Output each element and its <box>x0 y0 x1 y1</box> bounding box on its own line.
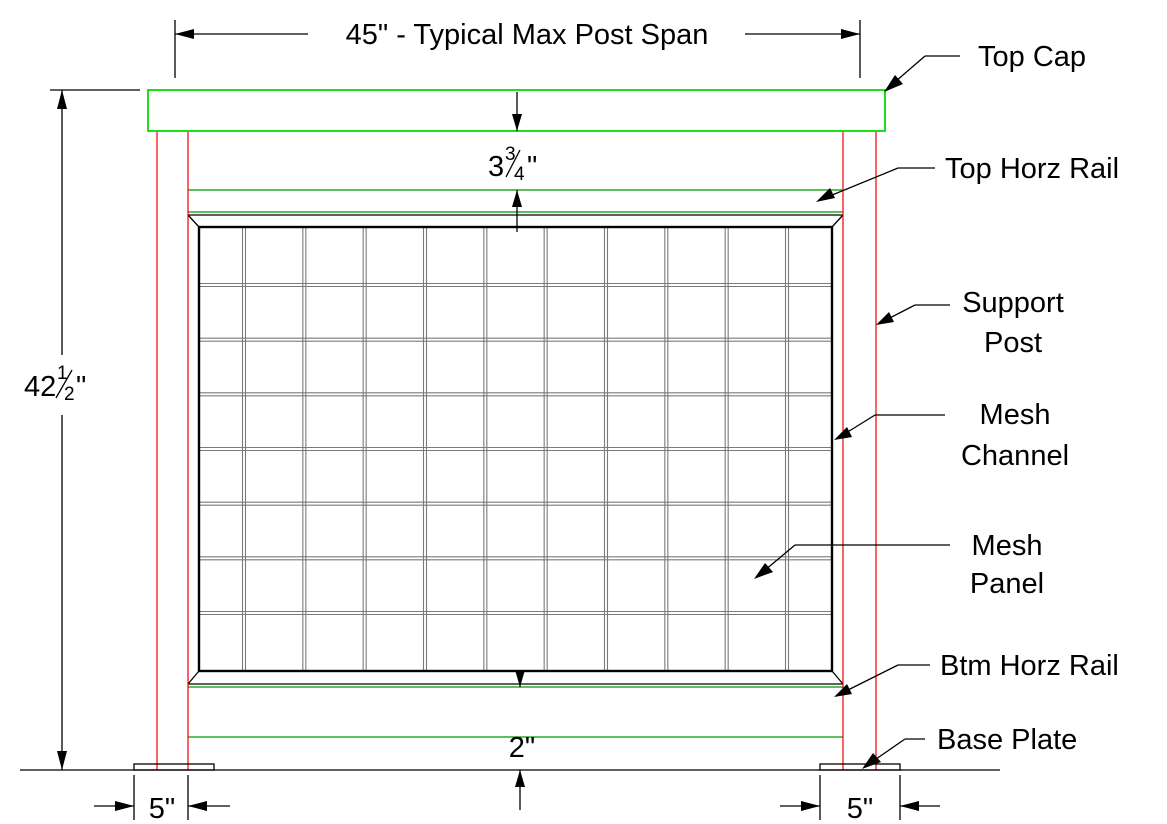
mesh-panel-label-line1: Mesh <box>972 530 1043 562</box>
top-horz-rail <box>188 189 843 213</box>
mesh-channel-label-line1: Mesh <box>980 399 1051 431</box>
support-post-label-line2: Post <box>984 327 1042 359</box>
mesh-channel-label-line2: Channel <box>961 440 1069 472</box>
left-post-width-text: 5" <box>149 793 175 824</box>
btm-horz-rail <box>188 686 843 738</box>
cap-gap-dimension: 3 3 4 " <box>488 92 537 232</box>
top-horz-rail-label: Top Horz Rail <box>945 153 1119 185</box>
left-base-plate <box>133 763 215 771</box>
mesh-panel-callout: Mesh Panel <box>754 530 1044 600</box>
top-cap-label: Top Cap <box>978 41 1086 73</box>
cap-gap-inch-mark: " <box>527 151 537 183</box>
btm-horz-rail-label: Btm Horz Rail <box>940 650 1119 682</box>
top-cap-callout: Top Cap <box>884 41 1086 92</box>
mesh-panel-label-line2: Panel <box>970 568 1044 600</box>
base-plate-callout: Base Plate <box>862 724 1077 769</box>
bottom-gap-text: 2" <box>509 732 535 764</box>
right-post-width-text: 5" <box>847 793 873 824</box>
left-support-post <box>156 131 189 770</box>
btm-horz-rail-callout: Btm Horz Rail <box>834 650 1119 697</box>
cap-gap-frac-den: 4 <box>514 164 525 185</box>
right-base-plate <box>819 763 901 771</box>
span-dimension-text: 45" - Typical Max Post Span <box>346 19 709 51</box>
support-post-callout: Support Post <box>876 287 1064 359</box>
right-support-post <box>842 131 877 770</box>
height-whole-text: 42 <box>24 371 56 403</box>
left-post-width-dimension: 5" <box>94 775 230 824</box>
span-dimension: 45" - Typical Max Post Span <box>174 19 861 78</box>
mesh-channel-callout: Mesh Channel <box>834 399 1069 472</box>
bottom-gap-dimension: 2" <box>509 670 535 810</box>
mesh-panel-grid <box>199 227 832 671</box>
support-post-label-line1: Support <box>962 287 1064 319</box>
right-post-width-dimension: 5" <box>780 775 940 824</box>
top-horz-rail-callout: Top Horz Rail <box>816 153 1119 202</box>
height-frac-den: 2 <box>64 384 75 405</box>
height-dimension: 42 1 2 " <box>24 89 140 770</box>
mesh-channel-frame <box>187 214 844 685</box>
base-plate-label: Base Plate <box>937 724 1077 756</box>
height-inch-mark: " <box>76 371 86 403</box>
height-frac-num: 1 <box>57 363 68 384</box>
cap-gap-frac-num: 3 <box>505 144 516 165</box>
cap-gap-whole: 3 <box>488 151 504 183</box>
